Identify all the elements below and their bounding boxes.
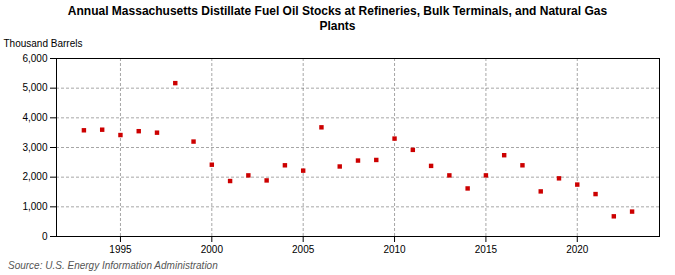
html-text:Annual Massachusetts Distillat: Annual Massachusetts Distillate Fuel Oil… [67,4,608,33]
svg-text:1995: 1995 [109,244,132,255]
svg-text:2010: 2010 [383,244,406,255]
svg-text:6,000: 6,000 [22,53,47,64]
svg-text:3,000: 3,000 [22,142,47,153]
svg-text:2015: 2015 [475,244,498,255]
svg-text:Thousand Barrels: Thousand Barrels [4,38,83,49]
svg-text:1,000: 1,000 [22,201,47,212]
html-text:Source: U.S. Energy Informatio: Source: U.S. Energy Information Administ… [8,260,218,271]
svg-text:0: 0 [42,231,48,242]
svg-text:2005: 2005 [292,244,315,255]
svg-text:4,000: 4,000 [22,112,47,123]
svg-text:2,000: 2,000 [22,171,47,182]
svg-text:2000: 2000 [201,244,224,255]
svg-text:5,000: 5,000 [22,82,47,93]
svg-text:2020: 2020 [566,244,589,255]
